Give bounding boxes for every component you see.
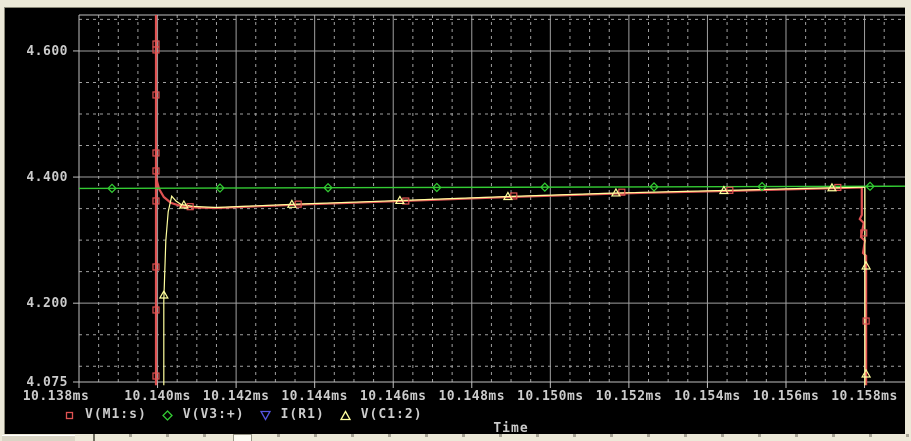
legend-label: V(V3:+)	[182, 407, 245, 422]
legend-label: V(C1:2)	[360, 407, 423, 422]
y-axis-tick-label: 4.200	[26, 296, 68, 312]
x-axis-tick-label: 10.152ms	[595, 389, 663, 404]
cutoff-text-tops	[95, 434, 911, 437]
x-axis-tick-label: 10.144ms	[281, 389, 348, 404]
legend-label: I(R1)	[280, 407, 325, 422]
cutoff-bottom-ui-strip	[0, 434, 911, 441]
triangle-up-marker-icon	[339, 409, 351, 420]
x-axis-tick-label: 10.148ms	[438, 389, 506, 404]
legend-item-v-v3-[interactable]: V(V3:+)	[161, 408, 245, 422]
x-axis-tick-label: 10.158ms	[831, 389, 898, 404]
x-axis-tick-label: 10.142ms	[202, 389, 270, 404]
cutoff-ui-fragment-white	[233, 434, 252, 441]
x-axis-tick-label: 10.154ms	[674, 389, 741, 404]
x-axis-tick-label: 10.150ms	[517, 389, 584, 404]
x-axis-tick-label: 10.146ms	[359, 389, 427, 404]
y-axis-tick-label: 4.075	[26, 375, 68, 390]
plot-border	[73, 14, 905, 388]
y-axis-tick-label: 4.600	[26, 43, 68, 59]
square-marker-icon	[65, 411, 74, 419]
markers-v-c1-2-	[158, 182, 872, 378]
triangle-down-marker-icon	[259, 410, 271, 421]
cutoff-ui-fragment-left	[2, 435, 75, 441]
x-axis-tick-label: 10.156ms	[752, 389, 820, 404]
x-axis-tick-label: 10.138ms	[22, 389, 90, 404]
diamond-marker-icon	[161, 409, 173, 421]
markers-v-m1-s-	[152, 40, 870, 380]
x-axis-title: Time	[493, 421, 529, 436]
legend-item-v-c1-2-[interactable]: V(C1:2)	[339, 408, 423, 422]
trace-v-m1-s-[interactable]	[154, 15, 868, 386]
trace-legend: V(M1:s) V(V3:+) I(R1) V(C1:2)	[63, 407, 423, 423]
plot-panel: 4.600 4.400 4.200 4.075 10.138ms 10.140ms 10.1…	[4, 7, 906, 436]
legend-item-i-r1-[interactable]: I(R1)	[259, 408, 325, 422]
legend-label: V(M1:s)	[85, 407, 147, 422]
y-axis-tick-label: 4.400	[26, 170, 68, 186]
x-axis-tick-label: 10.140ms	[124, 389, 191, 404]
markers-v-v3-	[107, 181, 875, 194]
waveform-chart	[73, 14, 906, 388]
legend-item-v-m1-s-[interactable]: V(M1:s)	[63, 408, 147, 422]
trace-v-c1-2-[interactable]	[163, 186, 866, 386]
cutoff-ui-fragment-small	[77, 434, 95, 441]
trace-v-v3-[interactable]	[78, 185, 906, 190]
